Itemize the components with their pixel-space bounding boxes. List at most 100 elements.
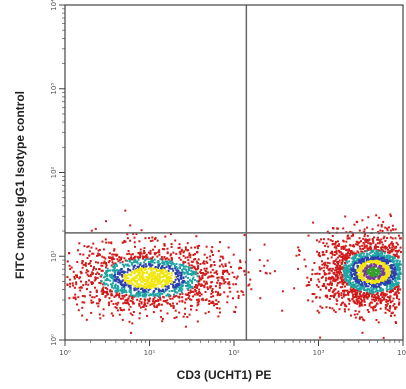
- event-dot: [334, 266, 337, 269]
- event-dot: [359, 256, 362, 259]
- event-dot: [115, 293, 118, 295]
- event-dot: [336, 291, 339, 294]
- event-dot: [93, 296, 96, 299]
- event-dot: [344, 304, 347, 307]
- event-dot: [226, 301, 229, 304]
- event-dot: [92, 272, 94, 275]
- event-dot: [95, 289, 98, 292]
- event-dot: [358, 293, 361, 295]
- event-dot: [380, 223, 383, 226]
- event-dot: [79, 253, 82, 256]
- event-dot: [100, 280, 103, 283]
- event-dot: [374, 273, 377, 275]
- event-dot: [107, 278, 110, 281]
- event-dot: [326, 283, 329, 286]
- event-dot: [123, 285, 126, 288]
- event-dot: [188, 273, 191, 276]
- event-dot: [344, 257, 347, 260]
- event-dot: [74, 296, 77, 299]
- event-dot: [340, 255, 343, 258]
- event-dot: [190, 274, 193, 277]
- event-dot: [396, 250, 399, 253]
- event-dot: [372, 260, 375, 263]
- event-dot: [220, 282, 223, 285]
- event-dot: [395, 255, 398, 258]
- event-dot: [360, 287, 363, 290]
- event-dot: [351, 283, 354, 286]
- event-dot: [148, 277, 151, 280]
- event-dot: [360, 295, 362, 298]
- event-dot: [383, 251, 386, 254]
- event-dot: [112, 253, 115, 256]
- event-dot: [373, 247, 376, 250]
- event-dot: [213, 304, 216, 307]
- event-dot: [196, 320, 199, 323]
- y-tick-label: 10⁴: [50, 0, 58, 11]
- event-dot: [154, 287, 157, 290]
- event-dot: [188, 264, 191, 267]
- event-dot: [343, 290, 346, 293]
- event-dot: [329, 281, 332, 284]
- event-dot: [380, 292, 383, 295]
- event-dot: [380, 238, 383, 241]
- event-dot: [349, 230, 352, 233]
- event-dot: [146, 277, 149, 280]
- event-dot: [85, 318, 88, 321]
- event-dot: [359, 279, 362, 281]
- event-dot: [180, 275, 183, 278]
- event-dot: [349, 288, 352, 291]
- event-dot: [325, 277, 328, 280]
- event-dot: [337, 261, 340, 263]
- event-dot: [382, 269, 385, 272]
- event-dot: [192, 276, 195, 279]
- event-dot: [161, 283, 164, 286]
- event-dot: [129, 286, 132, 289]
- event-dot: [350, 314, 352, 317]
- event-dot: [334, 288, 337, 291]
- event-dot: [150, 271, 152, 274]
- event-dot: [156, 277, 158, 280]
- event-dot: [112, 262, 115, 265]
- event-dot: [89, 275, 92, 278]
- event-dot: [158, 251, 161, 254]
- event-dot: [179, 286, 182, 289]
- event-dot: [138, 317, 141, 320]
- event-dot: [179, 258, 182, 261]
- event-dot: [351, 245, 354, 248]
- event-dot: [128, 252, 131, 255]
- event-dot: [356, 285, 359, 288]
- event-dot: [147, 267, 150, 270]
- event-dot: [387, 300, 389, 302]
- event-dot: [170, 264, 173, 267]
- event-dot: [124, 282, 127, 285]
- event-dot: [175, 269, 178, 272]
- event-dot: [206, 261, 209, 264]
- event-dot: [206, 286, 209, 289]
- event-dot: [183, 312, 186, 315]
- event-dot: [366, 253, 369, 255]
- event-dot: [165, 283, 168, 285]
- y-tick-label: 10³: [50, 83, 58, 95]
- event-dot: [166, 257, 169, 260]
- event-dot: [208, 302, 211, 305]
- event-dot: [375, 287, 378, 290]
- event-dot: [384, 239, 387, 242]
- event-dot: [100, 290, 103, 293]
- event-dot: [174, 273, 177, 276]
- event-dot: [187, 276, 189, 279]
- event-dot: [158, 253, 161, 256]
- event-dot: [153, 304, 156, 307]
- event-dot: [397, 287, 399, 290]
- event-dot: [393, 276, 396, 279]
- event-dot: [371, 228, 374, 231]
- event-dot: [336, 244, 339, 247]
- event-dot: [153, 302, 156, 305]
- event-dot: [151, 236, 154, 239]
- event-dot: [184, 301, 187, 304]
- event-dot: [166, 280, 169, 283]
- event-dot: [335, 275, 338, 278]
- event-dot: [398, 260, 401, 263]
- event-dot: [382, 292, 385, 295]
- event-dot: [382, 294, 385, 297]
- event-dot: [132, 301, 135, 304]
